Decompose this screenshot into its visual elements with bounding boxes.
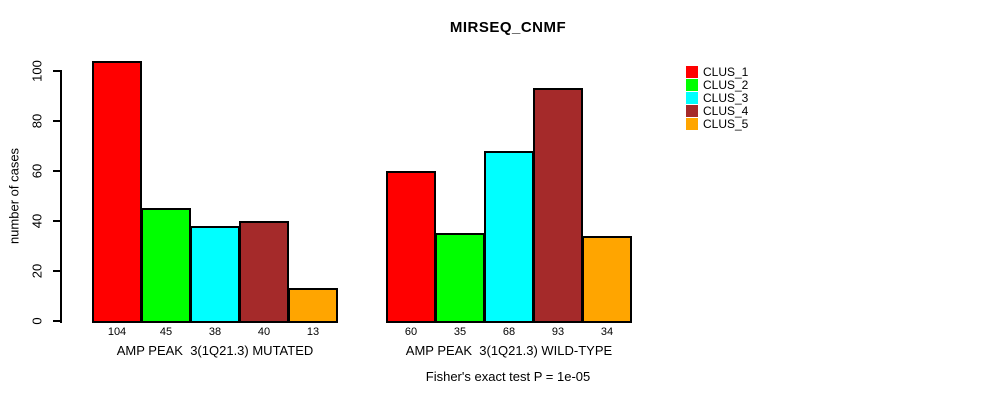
bar-clus_5-group2 [582, 236, 632, 323]
group-label: AMP PEAK 3(1Q21.3) MUTATED [116, 343, 314, 358]
y-axis-line [60, 70, 62, 323]
y-axis-label: number of cases [6, 147, 22, 245]
bar-clus_4-group2 [533, 88, 583, 323]
bar-clus_5-group1 [288, 288, 338, 323]
legend-label: CLUS_2 [703, 78, 749, 92]
y-tick-mark [53, 70, 61, 72]
bar-value-label: 13 [306, 326, 320, 338]
y-tick-label: 100 [29, 60, 45, 82]
bar-value-label: 45 [159, 326, 173, 338]
bar-clus_3-group1 [190, 226, 240, 323]
y-tick-mark [53, 320, 61, 322]
legend-label: CLUS_4 [703, 104, 749, 118]
bar-value-label: 104 [107, 326, 127, 338]
bar-value-label: 60 [404, 326, 418, 338]
bar-value-label: 40 [257, 326, 271, 338]
y-tick-mark [53, 170, 61, 172]
group-label: AMP PEAK 3(1Q21.3) WILD-TYPE [405, 343, 613, 358]
fisher-test-caption: Fisher's exact test P = 1e-05 [425, 369, 591, 384]
bar-value-label: 93 [551, 326, 565, 338]
legend-label: CLUS_1 [703, 65, 749, 79]
bar-clus_3-group2 [484, 151, 534, 323]
chart-title: MIRSEQ_CNMF [449, 19, 567, 36]
legend-swatch-clus_2 [686, 79, 698, 91]
bar-value-label: 34 [600, 326, 614, 338]
y-tick-label: 0 [29, 317, 45, 325]
y-tick-label: 60 [29, 163, 45, 179]
y-tick-mark [53, 220, 61, 222]
bar-clus_2-group1 [141, 208, 191, 323]
legend-swatch-clus_4 [686, 105, 698, 117]
y-tick-mark [53, 270, 61, 272]
bar-clus_2-group2 [435, 233, 485, 323]
bar-clus_1-group2 [386, 171, 436, 323]
y-tick-label: 40 [29, 213, 45, 229]
bar-value-label: 35 [453, 326, 467, 338]
legend-label: CLUS_3 [703, 91, 749, 105]
legend-swatch-clus_3 [686, 92, 698, 104]
legend-label: CLUS_5 [703, 117, 749, 131]
legend-swatch-clus_1 [686, 66, 698, 78]
y-tick-mark [53, 120, 61, 122]
y-tick-label: 80 [29, 113, 45, 129]
legend-swatch-clus_5 [686, 118, 698, 130]
bar-clus_4-group1 [239, 221, 289, 323]
y-tick-label: 20 [29, 263, 45, 279]
bar-value-label: 38 [208, 326, 222, 338]
bar-clus_1-group1 [92, 61, 142, 323]
bar-value-label: 68 [502, 326, 516, 338]
